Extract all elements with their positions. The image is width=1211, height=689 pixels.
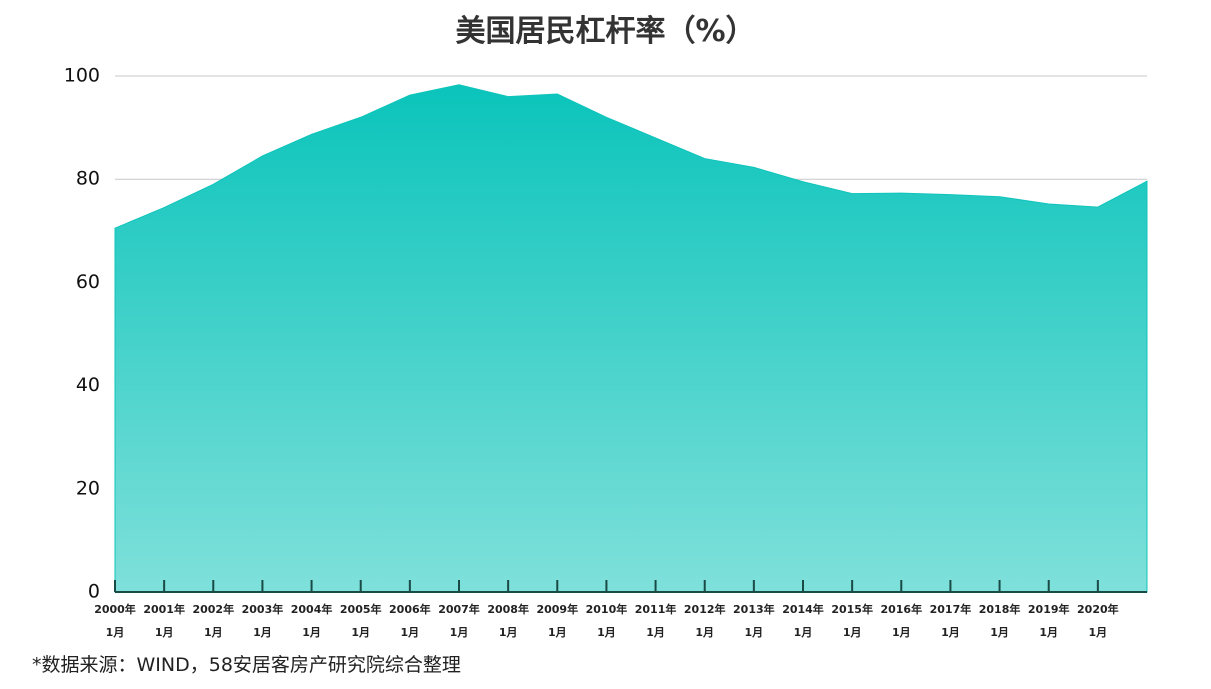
x-tick-label: 2004年 1月 — [290, 603, 333, 639]
x-tick-label: 2009年 1月 — [536, 603, 579, 639]
source-note: *数据来源：WIND，58安居客房产研究院综合整理 — [32, 654, 461, 676]
x-tick-label: 2017年 1月 — [929, 603, 972, 639]
x-tick-label: 2015年 1月 — [831, 603, 873, 639]
x-tick-label: 2011年 1月 — [634, 603, 677, 639]
y-tick-label: 60 — [76, 271, 100, 293]
x-tick-label: 2012年 1月 — [683, 603, 726, 639]
x-tick-label: 2002年 1月 — [192, 603, 235, 639]
x-tick-label: 2000年 1月 — [94, 603, 136, 639]
x-tick-label: 2006年 1月 — [389, 603, 431, 639]
x-tick-label: 2008年 1月 — [487, 603, 529, 639]
x-tick-label: 2001年 1月 — [143, 603, 185, 639]
x-tick-label: 2019年 1月 — [1027, 603, 1070, 639]
x-tick-label: 2007年 1月 — [438, 603, 480, 639]
y-tick-label: 0 — [88, 581, 100, 603]
x-tick-label: 2005年 1月 — [339, 603, 382, 639]
x-tick-label: 2016年 1月 — [880, 603, 923, 639]
y-tick-label: 20 — [76, 477, 100, 499]
x-tick-label: 2018年 1月 — [978, 603, 1021, 639]
area — [114, 84, 1148, 593]
x-tick-label: 2020年 1月 — [1077, 603, 1119, 639]
x-tick-label: 2010年 1月 — [585, 603, 628, 639]
chart-title: 美国居民杠杆率（%） — [455, 14, 756, 49]
y-tick-label: 100 — [64, 65, 100, 87]
y-tick-label: 80 — [76, 168, 100, 190]
x-tick-label: 2014年 1月 — [782, 603, 824, 639]
y-tick-label: 40 — [76, 374, 100, 396]
x-tick-label: 2003年 1月 — [241, 603, 284, 639]
x-tick-label: 2013年 1月 — [733, 603, 775, 639]
